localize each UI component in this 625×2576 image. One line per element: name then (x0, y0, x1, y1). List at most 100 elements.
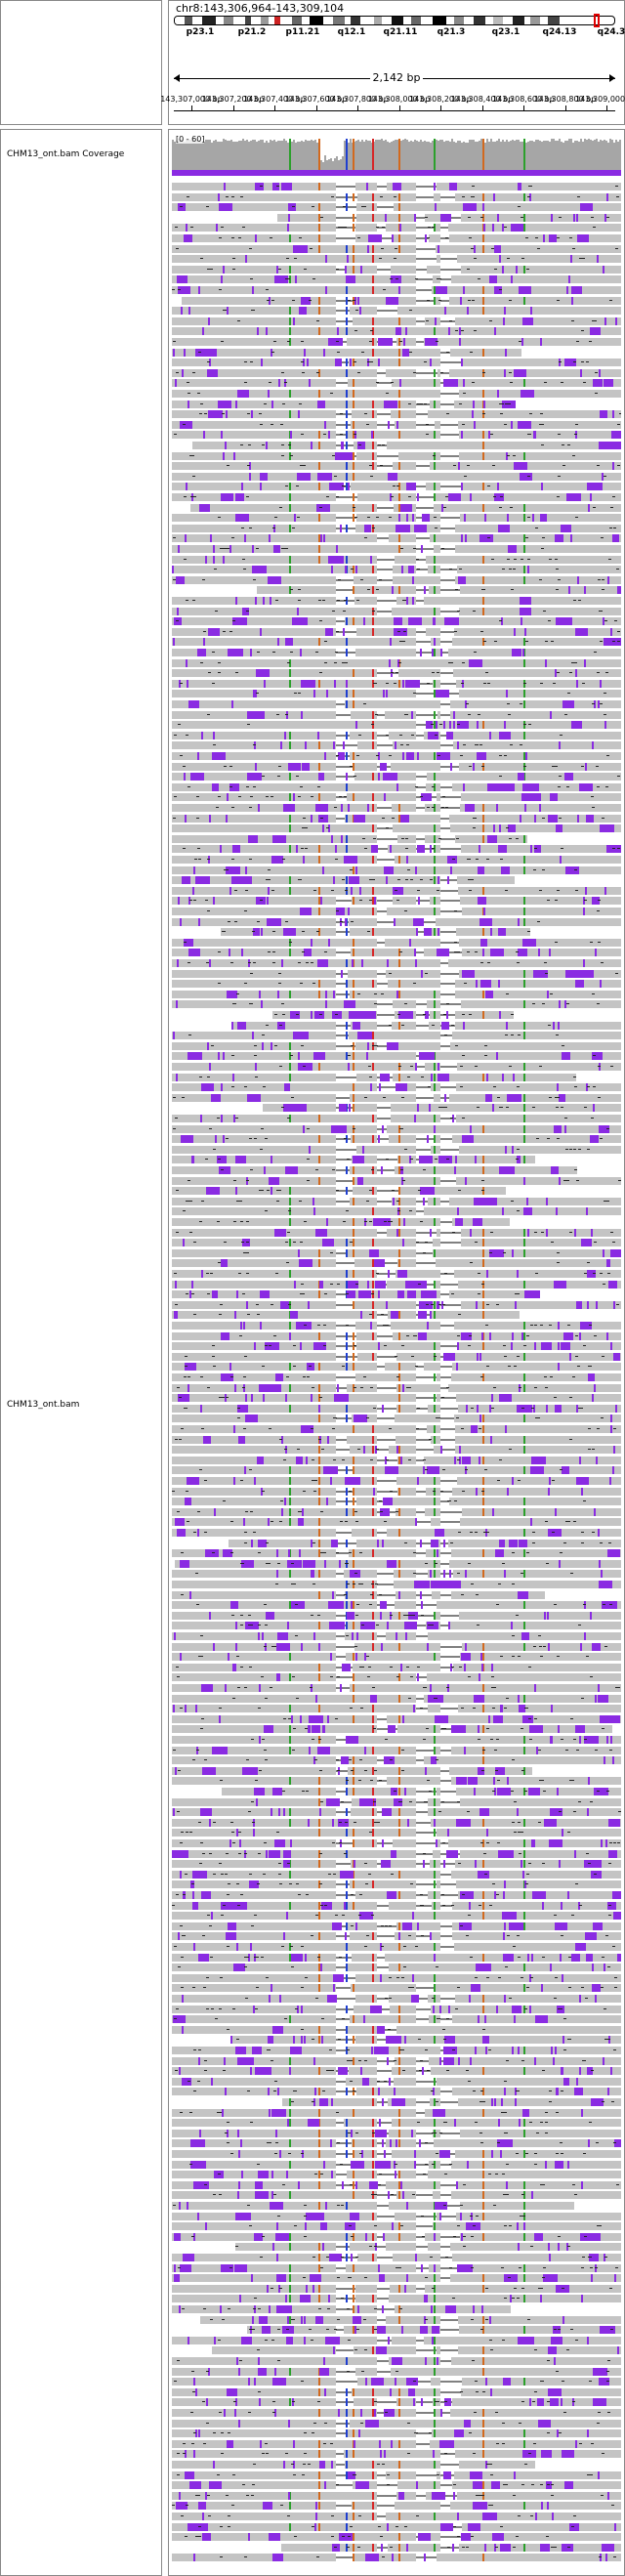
alignment-track[interactable] (172, 182, 621, 2572)
mismatch (482, 442, 484, 449)
insertion (202, 327, 204, 335)
insertion (513, 1074, 515, 1081)
coverage-bar (604, 140, 605, 176)
small-deletion (295, 1604, 298, 1605)
small-deletion (361, 206, 364, 207)
insertion (193, 866, 195, 874)
coverage-track[interactable] (172, 133, 621, 176)
small-deletion (615, 248, 618, 249)
mismatch (353, 1229, 354, 1237)
small-deletion (537, 921, 540, 922)
insertion (592, 741, 594, 749)
small-deletion (200, 1842, 203, 1843)
small-deletion (205, 1159, 208, 1160)
small-deletion (432, 1025, 435, 1026)
mismatch (482, 1259, 484, 1267)
insertion (326, 1798, 340, 1806)
insertion (375, 1281, 386, 1288)
small-deletion (343, 206, 346, 207)
coverage-bar (471, 140, 473, 176)
mismatch (372, 255, 374, 263)
small-deletion (243, 1428, 246, 1429)
insertion (421, 1187, 435, 1195)
small-deletion (527, 931, 530, 932)
deletion-line (336, 1739, 354, 1741)
insertion (268, 1518, 270, 1526)
coverage-bar (246, 140, 248, 176)
insertion (402, 1715, 404, 1723)
small-deletion (547, 1138, 550, 1139)
deletion-line (336, 444, 354, 446)
small-deletion (606, 1791, 609, 1792)
small-deletion (312, 278, 315, 279)
small-deletion (238, 796, 241, 797)
mismatch (318, 1446, 320, 1454)
mismatch (346, 1808, 348, 1816)
deletion-line (377, 465, 393, 467)
small-deletion (610, 1066, 613, 1067)
small-deletion (278, 1190, 281, 1191)
insertion (568, 275, 570, 283)
insertion (313, 1052, 325, 1060)
deletion-line (336, 1594, 345, 1596)
insertion (387, 1042, 398, 1050)
ideogram-band (548, 17, 560, 24)
deletion-line (440, 1750, 451, 1752)
small-deletion (383, 1097, 386, 1098)
small-deletion (614, 620, 617, 621)
deletion-line (336, 1293, 348, 1295)
alignment-track-name[interactable]: CHM13_ont.bam (7, 1400, 80, 1410)
insertion (333, 876, 335, 884)
mismatch (353, 1549, 354, 1557)
small-deletion (218, 517, 221, 518)
mismatch (289, 741, 291, 749)
insertion (400, 815, 409, 823)
coverage-bar (189, 140, 191, 176)
insertion (459, 327, 461, 335)
small-deletion (281, 444, 284, 445)
insertion (499, 1166, 515, 1174)
read (172, 1342, 621, 1350)
chromosome-ideogram[interactable] (174, 16, 615, 25)
insertion (594, 1788, 608, 1795)
small-deletion (477, 1625, 479, 1626)
small-deletion (333, 1459, 336, 1460)
insertion (260, 483, 262, 490)
insertion (235, 1156, 246, 1163)
small-deletion (284, 1449, 287, 1450)
small-deletion (366, 1417, 369, 1418)
mismatch (523, 866, 525, 874)
insertion (398, 286, 400, 294)
small-deletion (478, 1293, 480, 1294)
deletion-line (416, 1491, 426, 1493)
small-deletion (475, 1066, 478, 1067)
insertion (403, 338, 405, 346)
small-deletion (172, 1491, 175, 1492)
insertion (348, 908, 350, 915)
mismatch (289, 234, 291, 242)
mismatch (398, 1819, 400, 1827)
insertion (195, 876, 210, 884)
small-deletion (612, 1242, 615, 1243)
small-deletion (544, 1376, 547, 1377)
small-deletion (175, 1439, 178, 1440)
insertion (241, 876, 252, 884)
small-deletion (360, 1387, 363, 1388)
small-deletion (384, 1345, 387, 1346)
coverage-bar (328, 159, 330, 176)
small-deletion (425, 1563, 428, 1564)
coverage-track-name[interactable]: CHM13_ont.bam Coverage (7, 149, 125, 159)
small-deletion (410, 1066, 413, 1067)
insertion (284, 732, 286, 739)
insertion (398, 1591, 400, 1599)
small-deletion (538, 1635, 541, 1636)
insertion (250, 649, 252, 656)
insertion (540, 514, 547, 522)
insertion (216, 224, 218, 232)
small-deletion (309, 1366, 312, 1367)
insertion (437, 752, 450, 760)
read (172, 1498, 621, 1505)
small-deletion (235, 672, 238, 673)
small-deletion (431, 1625, 434, 1626)
read (172, 1591, 545, 1599)
